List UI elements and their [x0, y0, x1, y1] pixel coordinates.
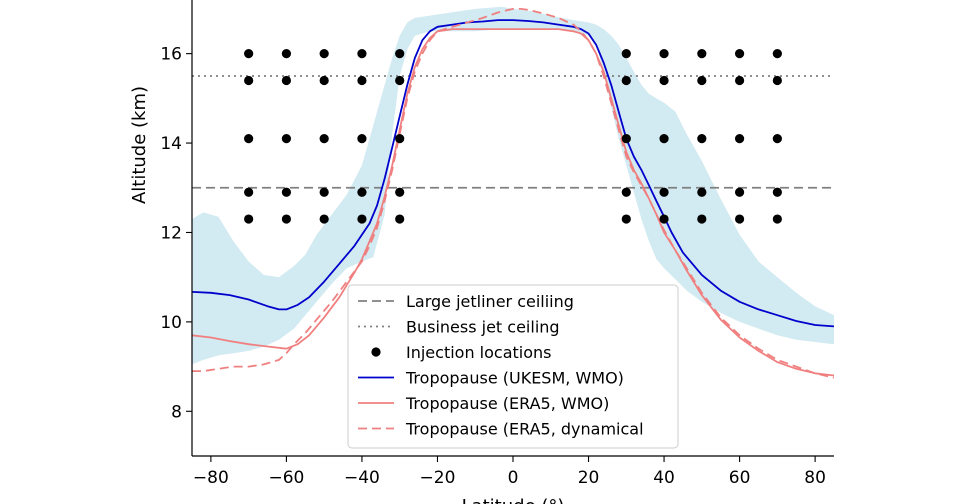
injection-dot: [621, 49, 631, 59]
legend-swatch-dot: [371, 347, 381, 357]
injection-dot: [319, 187, 329, 197]
y-tick-label: 10: [160, 313, 182, 333]
legend-entry-label: Tropopause (ERA5, WMO): [405, 394, 609, 413]
injection-dot: [357, 187, 367, 197]
injection-dot: [772, 133, 782, 144]
y-axis-label: Altitude (km): [129, 86, 150, 204]
injection-dot: [734, 133, 745, 144]
y-tick-label: 8: [171, 402, 182, 422]
x-tick-label: 0: [508, 468, 519, 488]
y-tick-label: 12: [160, 223, 182, 243]
injection-dot: [772, 187, 782, 197]
injection-dot: [697, 49, 707, 59]
injection-dot: [621, 133, 631, 144]
injection-dot: [734, 214, 745, 224]
injection-dot: [659, 187, 669, 197]
injection-dot: [244, 75, 254, 86]
x-tick-label: 80: [804, 468, 826, 488]
injection-dot: [734, 187, 745, 197]
injection-dot: [697, 214, 707, 224]
uncertainty-band: [192, 6, 834, 365]
injection-dot: [621, 187, 631, 197]
injection-dot: [357, 49, 367, 59]
injection-dot: [244, 133, 254, 144]
injection-dot: [697, 133, 707, 144]
injection-dot: [395, 133, 405, 144]
injection-dot: [621, 75, 631, 86]
injection-dot: [319, 49, 329, 59]
injection-dot: [357, 75, 367, 86]
injection-dot: [772, 75, 782, 86]
injection-dot: [357, 133, 367, 144]
y-tick-label: 16: [160, 45, 182, 65]
x-tick-label: −80: [193, 468, 229, 488]
injection-dot: [395, 49, 405, 59]
y-tick-label: 14: [160, 134, 182, 154]
injection-dot: [659, 49, 669, 59]
x-tick-label: 40: [653, 468, 675, 488]
injection-dot: [244, 49, 254, 59]
x-axis-label: Latitude (°): [462, 496, 565, 504]
reference-lines-layer: [192, 75, 834, 189]
injection-dot: [659, 75, 669, 86]
injection-dot: [734, 49, 745, 59]
injection-dot: [281, 187, 292, 197]
injection-dot: [395, 214, 405, 224]
injection-dot: [319, 133, 329, 144]
series-line-3: [192, 7, 834, 379]
legend: Large jetliner ceiliing Business jet ceil…: [347, 284, 679, 449]
injection-dot: [734, 75, 745, 86]
injection-dot: [621, 214, 631, 224]
legend-entry-label: Injection locations: [406, 343, 552, 362]
injection-dot: [395, 75, 405, 86]
x-tick-label: −60: [268, 468, 304, 488]
legend-entry-label: Tropopause (ERA5, dynamical: [405, 420, 644, 439]
injection-dot: [281, 133, 292, 144]
x-tick-label: −40: [344, 468, 380, 488]
injection-dot: [395, 187, 405, 197]
series-line-1: [192, 19, 834, 328]
axes-layer: −80 −60 −40 −20 0 20 40 60 80 8 10 12 14 16: [160, 0, 834, 488]
x-tick-label: 60: [729, 468, 751, 488]
legend-box: [347, 284, 679, 449]
legend-entry-label: Tropopause (UKESM, WMO): [405, 369, 624, 388]
injection-dot: [244, 214, 254, 224]
injection-dot: [697, 187, 707, 197]
injection-dot: [659, 133, 669, 144]
uncertainty-band-layer: [192, 6, 834, 365]
injection-dot: [281, 214, 292, 224]
injection-dot: [281, 75, 292, 86]
legend-entry-label: Business jet ceiling: [406, 318, 560, 337]
injection-dot: [244, 187, 254, 197]
tropopause-lines-layer: [192, 7, 834, 379]
injection-dot: [772, 214, 782, 224]
injection-dot: [659, 214, 669, 224]
injection-dot: [697, 75, 707, 86]
injection-dot: [357, 214, 367, 224]
injection-dot: [772, 49, 782, 59]
injection-dot: [319, 75, 329, 86]
injection-dot: [281, 49, 292, 59]
x-tick-label: 20: [578, 468, 600, 488]
injection-dot: [319, 214, 329, 224]
legend-entry-label: Large jetliner ceiliing: [406, 292, 574, 311]
x-tick-label: −20: [420, 468, 456, 488]
injection-dots-layer: [244, 49, 782, 224]
